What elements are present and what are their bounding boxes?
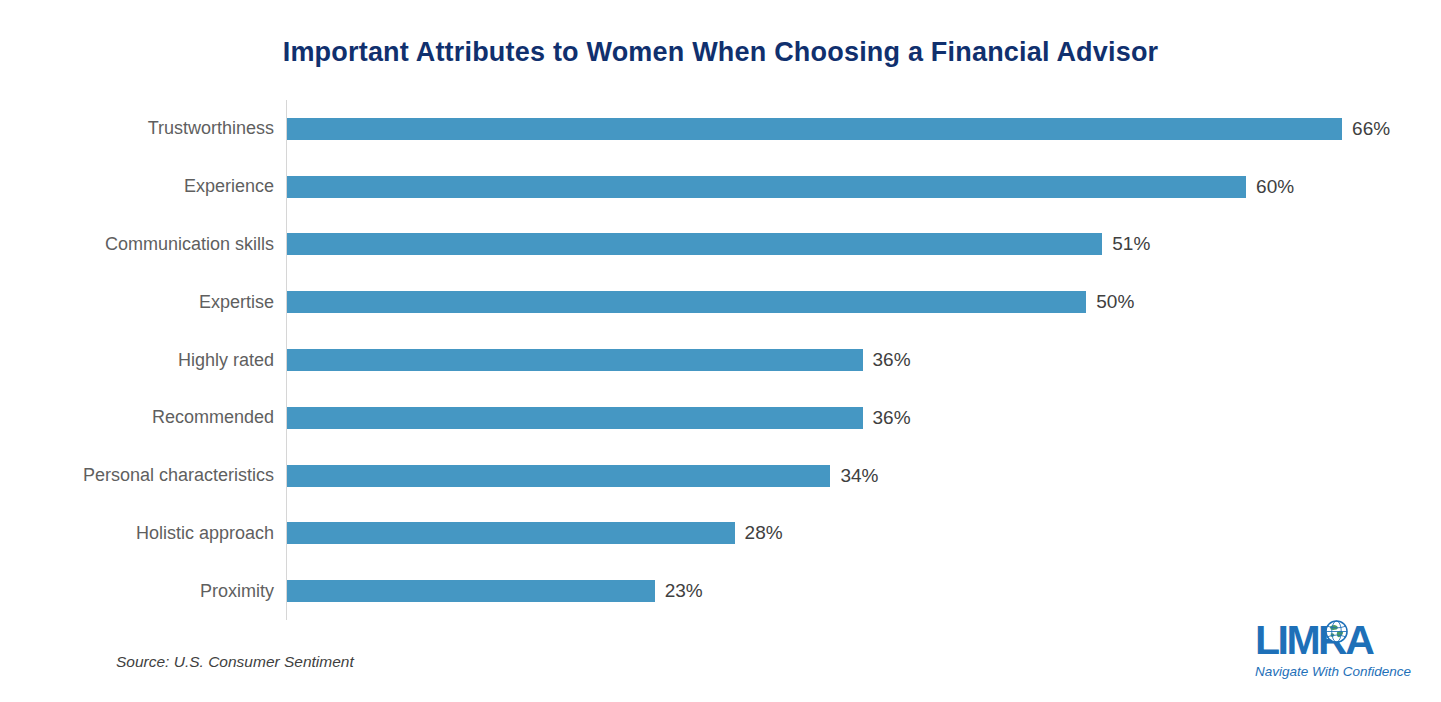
bar-track: 23% (286, 562, 1406, 620)
chart-row: Expertise 50% (0, 273, 1406, 331)
chart-row: Trustworthiness 66% (0, 100, 1406, 158)
bar (287, 465, 830, 487)
value-label: 23% (665, 580, 703, 602)
chart-row: Highly rated 36% (0, 331, 1406, 389)
limra-logo: LIMRA Navigate With Confidence (1255, 620, 1405, 679)
value-label: 36% (873, 407, 911, 429)
bar (287, 407, 863, 429)
bar (287, 349, 863, 371)
bar-track: 60% (286, 158, 1406, 216)
chart-row: Holistic approach 28% (0, 504, 1406, 562)
bar-track: 34% (286, 447, 1406, 505)
bar (287, 118, 1342, 140)
chart-row: Communication skills 51% (0, 216, 1406, 274)
category-label: Recommended (0, 407, 286, 428)
chart-row: Experience 60% (0, 158, 1406, 216)
chart-row: Proximity 23% (0, 562, 1406, 620)
chart-title: Important Attributes to Women When Choos… (0, 37, 1441, 68)
bar-track: 36% (286, 389, 1406, 447)
chart-row: Recommended 36% (0, 389, 1406, 447)
limra-logo-text: LIMRA (1255, 617, 1372, 663)
category-label: Trustworthiness (0, 118, 286, 139)
value-label: 60% (1256, 176, 1294, 198)
bar-track: 28% (286, 504, 1406, 562)
bar-track: 66% (286, 100, 1406, 158)
value-label: 28% (745, 522, 783, 544)
chart-page: Important Attributes to Women When Choos… (0, 0, 1441, 702)
category-label: Experience (0, 176, 286, 197)
bar (287, 291, 1086, 313)
value-label: 51% (1112, 233, 1150, 255)
globe-icon (1325, 620, 1348, 643)
value-label: 36% (873, 349, 911, 371)
bar-track: 50% (286, 273, 1406, 331)
bar (287, 522, 735, 544)
chart-row: Personal characteristics 34% (0, 447, 1406, 505)
bar-track: 36% (286, 331, 1406, 389)
limra-logo-word: LIMRA (1255, 620, 1372, 661)
category-label: Highly rated (0, 350, 286, 371)
bar (287, 580, 655, 602)
bar-track: 51% (286, 216, 1406, 274)
value-label: 66% (1352, 118, 1390, 140)
value-label: 34% (840, 465, 878, 487)
bar (287, 176, 1246, 198)
category-label: Holistic approach (0, 523, 286, 544)
category-label: Personal characteristics (0, 465, 286, 486)
bar (287, 233, 1102, 255)
category-label: Proximity (0, 581, 286, 602)
limra-logo-tagline: Navigate With Confidence (1255, 664, 1405, 679)
source-note: Source: U.S. Consumer Sentiment (116, 653, 354, 671)
category-label: Expertise (0, 292, 286, 313)
bar-chart: Trustworthiness 66% Experience 60% Communica… (0, 100, 1406, 620)
value-label: 50% (1096, 291, 1134, 313)
category-label: Communication skills (0, 234, 286, 255)
